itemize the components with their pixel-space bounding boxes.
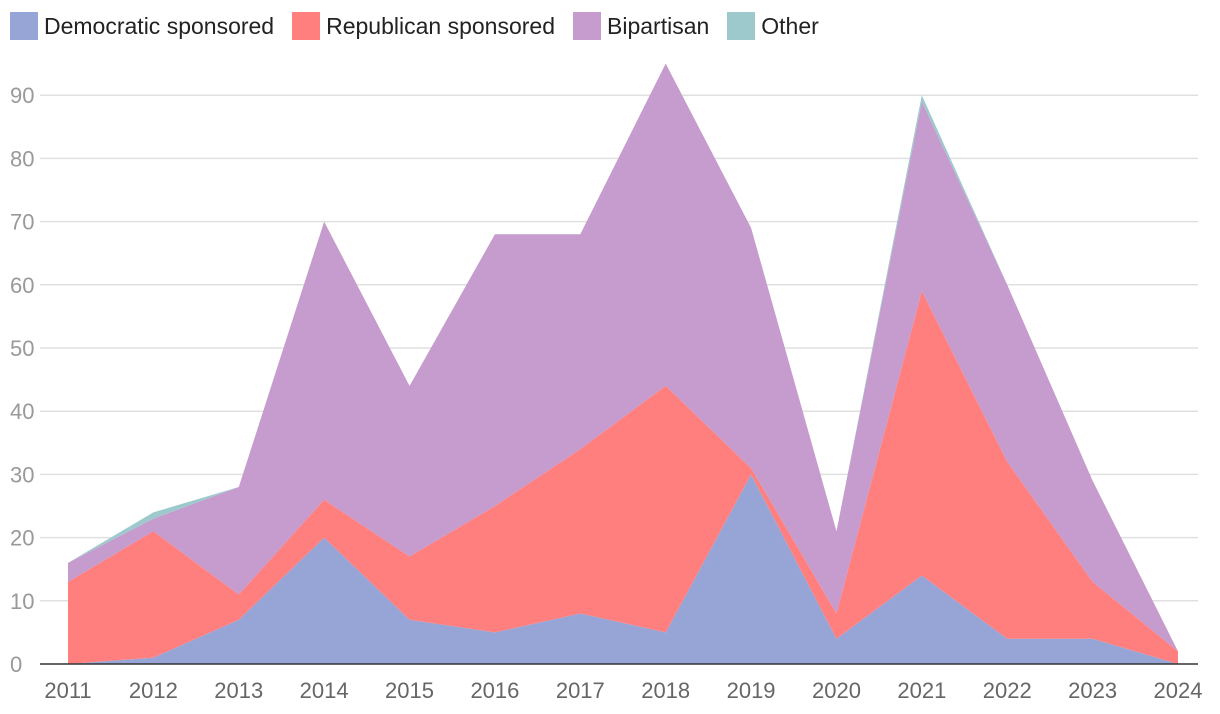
legend-label: Other bbox=[761, 12, 819, 39]
legend-item-republican-sponsored: Republican sponsored bbox=[292, 12, 555, 40]
legend-item-other: Other bbox=[727, 12, 819, 40]
y-tick-label: 50 bbox=[10, 336, 34, 361]
legend-label: Democratic sponsored bbox=[44, 12, 275, 39]
x-tick-label: 2011 bbox=[44, 678, 91, 703]
y-tick-label: 0 bbox=[10, 652, 22, 677]
legend-label: Bipartisan bbox=[607, 12, 710, 39]
x-tick-label: 2018 bbox=[641, 678, 690, 703]
area-democratic-sponsored bbox=[68, 474, 1178, 664]
y-tick-label: 10 bbox=[10, 589, 34, 614]
legend-swatch bbox=[10, 12, 38, 40]
legend-item-bipartisan: Bipartisan bbox=[573, 12, 709, 40]
y-tick-label: 60 bbox=[10, 273, 34, 298]
x-tick-label: 2016 bbox=[470, 678, 519, 703]
x-tick-label: 2021 bbox=[897, 678, 946, 703]
x-tick-label: 2020 bbox=[812, 678, 861, 703]
x-tick-label: 2019 bbox=[727, 678, 776, 703]
x-tick-label: 2017 bbox=[556, 678, 605, 703]
legend-item-democratic-sponsored: Democratic sponsored bbox=[10, 12, 274, 40]
x-tick-label: 2024 bbox=[1154, 678, 1203, 703]
x-tick-label: 2015 bbox=[385, 678, 434, 703]
y-tick-label: 70 bbox=[10, 210, 34, 235]
x-tick-label: 2012 bbox=[129, 678, 178, 703]
legend-swatch bbox=[573, 12, 601, 40]
legend-swatch bbox=[727, 12, 756, 40]
y-tick-label: 30 bbox=[10, 462, 34, 487]
area-republican-sponsored bbox=[68, 291, 1178, 664]
y-tick-label: 80 bbox=[10, 146, 34, 171]
legend: Democratic sponsored Republican sponsored… bbox=[10, 10, 837, 42]
x-tick-label: 2023 bbox=[1068, 678, 1117, 703]
x-tick-label: 2014 bbox=[300, 678, 349, 703]
legend-swatch bbox=[292, 12, 321, 40]
x-tick-label: 2013 bbox=[214, 678, 263, 703]
legend-label: Republican sponsored bbox=[326, 12, 555, 39]
y-tick-label: 90 bbox=[10, 83, 34, 108]
area-bipartisan bbox=[68, 63, 1178, 652]
y-tick-label: 20 bbox=[10, 526, 34, 551]
x-tick-label: 2022 bbox=[983, 678, 1032, 703]
y-tick-label: 40 bbox=[10, 399, 34, 424]
